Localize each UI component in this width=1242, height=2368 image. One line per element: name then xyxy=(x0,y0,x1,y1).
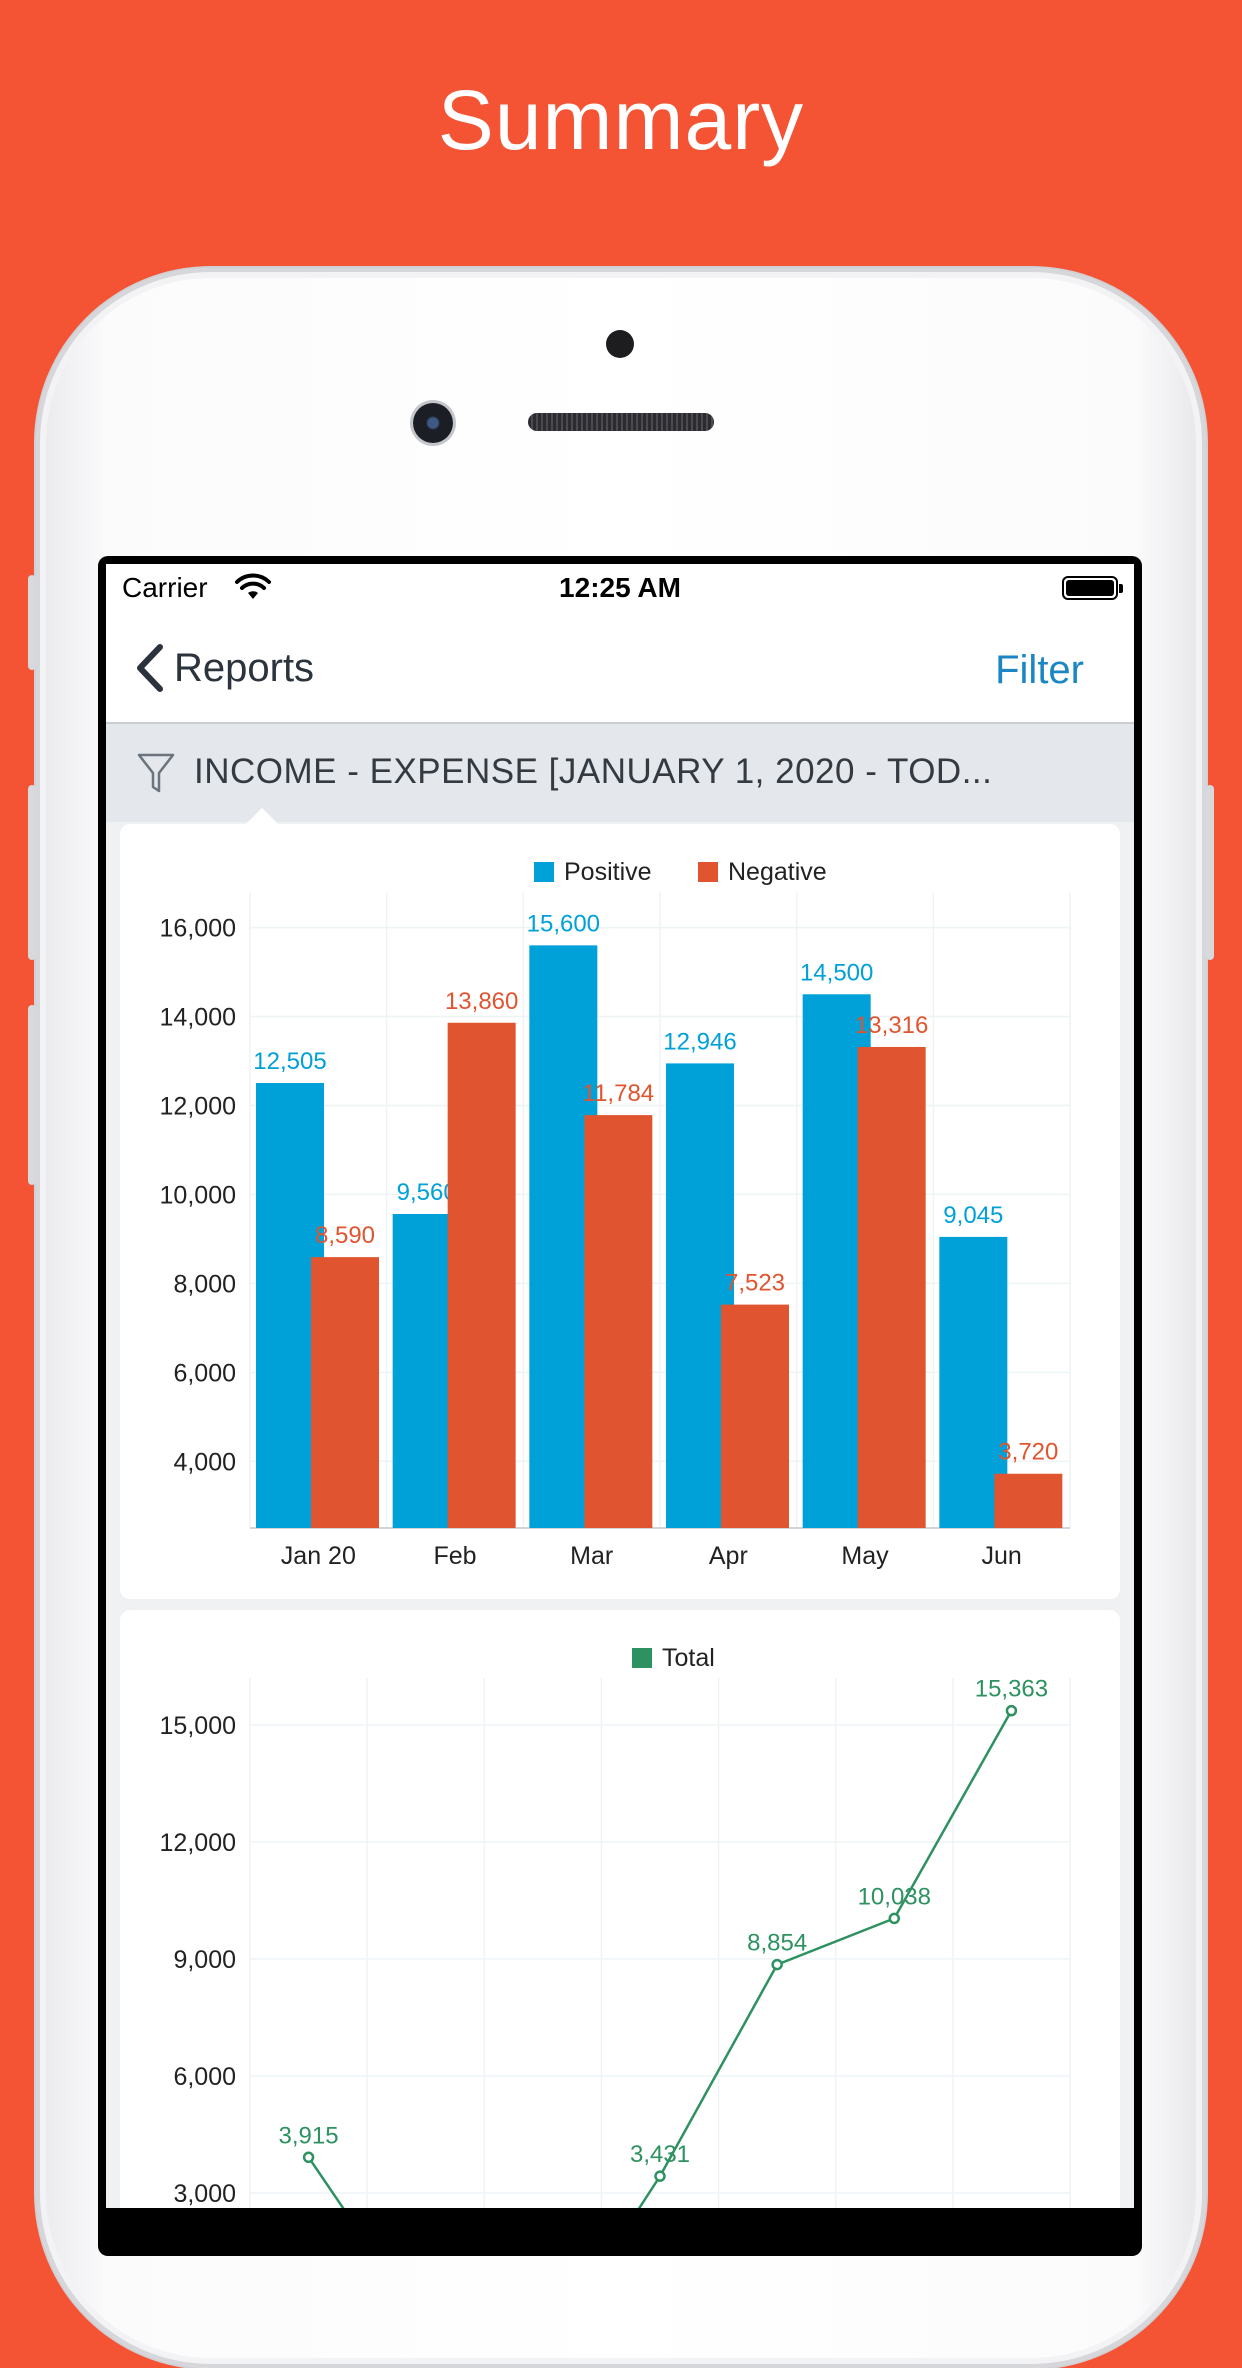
wifi-icon xyxy=(235,573,271,599)
bar-value-label: 15,600 xyxy=(527,910,600,937)
bar-value-label: 13,860 xyxy=(445,988,518,1015)
x-tick-label: Jan 20 xyxy=(281,1542,356,1570)
bar-negative xyxy=(447,1022,516,1528)
volume-down-button xyxy=(28,1005,36,1185)
bar-value-label: 12,505 xyxy=(253,1048,326,1075)
filter-banner-text: INCOME - EXPENSE [JANUARY 1, 2020 - TOD.… xyxy=(194,752,993,791)
bar-value-label: 3,720 xyxy=(998,1439,1058,1466)
y-tick-label: 6,000 xyxy=(173,1359,236,1387)
status-time: 12:25 AM xyxy=(559,572,681,603)
y-tick-label: 12,000 xyxy=(160,1829,236,1857)
back-button[interactable]: Reports xyxy=(134,640,314,696)
filter-button[interactable]: Filter xyxy=(995,648,1084,692)
total-point xyxy=(1005,1704,1018,1717)
legend-label-positive: Positive xyxy=(564,858,652,886)
legend-label-total: Total xyxy=(662,1644,715,1672)
legend-swatch-negative xyxy=(698,862,718,882)
battery-icon xyxy=(1062,576,1123,600)
promo-title: Summary xyxy=(437,73,805,167)
power-button xyxy=(1206,785,1214,960)
y-tick-label: 3,000 xyxy=(173,2180,236,2208)
carrier-label: Carrier xyxy=(122,572,208,603)
filter-icon xyxy=(137,753,175,793)
earpiece-speaker xyxy=(528,413,714,431)
total-line-chart: 15,000 12,000 9,000 6,000 3,000 Total 3,915 3,4… xyxy=(160,1644,1071,2208)
bar-value-label: 7,523 xyxy=(725,1270,785,1297)
y-tick-label: 6,000 xyxy=(173,2063,236,2091)
legend-swatch-total xyxy=(632,1648,652,1668)
bar-value-label: 13,316 xyxy=(855,1012,928,1039)
x-tick-label: Mar xyxy=(570,1542,613,1570)
x-tick-label: Jun xyxy=(982,1542,1022,1570)
back-button-label: Reports xyxy=(174,645,315,690)
legend-swatch-positive xyxy=(534,862,554,882)
total-point xyxy=(654,2170,666,2182)
total-point xyxy=(771,1958,783,1971)
bar-negative xyxy=(721,1304,789,1528)
bar-negative xyxy=(994,1473,1063,1528)
y-tick-label: 10,000 xyxy=(160,1181,236,1209)
x-tick-label: Apr xyxy=(709,1542,748,1570)
app-screen: Carrier 12:25 AM Reports Filter INCOME -… xyxy=(106,564,1134,2208)
bar-value-label: 9,045 xyxy=(943,1202,1003,1229)
bar-negative xyxy=(311,1257,379,1528)
point-value-label: 10,038 xyxy=(858,1883,931,1910)
volume-up-button xyxy=(28,785,36,960)
y-tick-label: 8,000 xyxy=(173,1270,236,1298)
bar-value-label: 12,946 xyxy=(663,1028,736,1055)
line-chart-card: 15,000 12,000 9,000 6,000 3,000 Total 3,915 3,4… xyxy=(120,1610,1120,2208)
navigation-bar: Reports Filter xyxy=(106,614,1134,724)
total-point xyxy=(302,2151,315,2164)
proximity-sensor xyxy=(606,330,634,358)
x-tick-label: Feb xyxy=(433,1542,476,1570)
banner-pointer xyxy=(246,808,278,824)
filter-banner[interactable]: INCOME - EXPENSE [JANUARY 1, 2020 - TOD.… xyxy=(106,724,1134,822)
point-value-label: 3,431 xyxy=(630,2141,690,2168)
bar-value-label: 8,590 xyxy=(315,1222,375,1249)
chevron-left-icon xyxy=(137,644,163,692)
bar-negative xyxy=(584,1115,653,1528)
bar-chart-card: 16,000 14,000 12,000 10,000 8,000 6,000 4,000 P… xyxy=(120,824,1120,1599)
income-expense-bar-chart: 16,000 14,000 12,000 10,000 8,000 6,000 4,000 P… xyxy=(160,858,1071,1570)
bar-negative xyxy=(857,1046,926,1528)
bar-value-label: 11,784 xyxy=(583,1080,655,1107)
status-bar: Carrier 12:25 AM xyxy=(106,564,1134,614)
front-camera xyxy=(413,403,453,443)
bar-value-label: 9,560 xyxy=(397,1179,457,1206)
y-tick-label: 15,000 xyxy=(160,1712,236,1740)
x-tick-label: May xyxy=(841,1542,889,1570)
y-tick-label: 12,000 xyxy=(160,1092,236,1120)
y-tick-label: 9,000 xyxy=(173,1946,236,1974)
legend-label-negative: Negative xyxy=(728,858,827,886)
point-value-label: 3,915 xyxy=(279,2122,339,2149)
total-point xyxy=(888,1912,901,1925)
y-tick-label: 16,000 xyxy=(160,915,236,943)
bar-value-label: 14,500 xyxy=(800,959,873,986)
point-value-label: 15,363 xyxy=(975,1676,1048,1703)
y-tick-label: 14,000 xyxy=(160,1004,236,1032)
point-value-label: 8,854 xyxy=(747,1930,807,1957)
mute-switch xyxy=(28,575,36,670)
y-tick-label: 4,000 xyxy=(173,1448,236,1476)
